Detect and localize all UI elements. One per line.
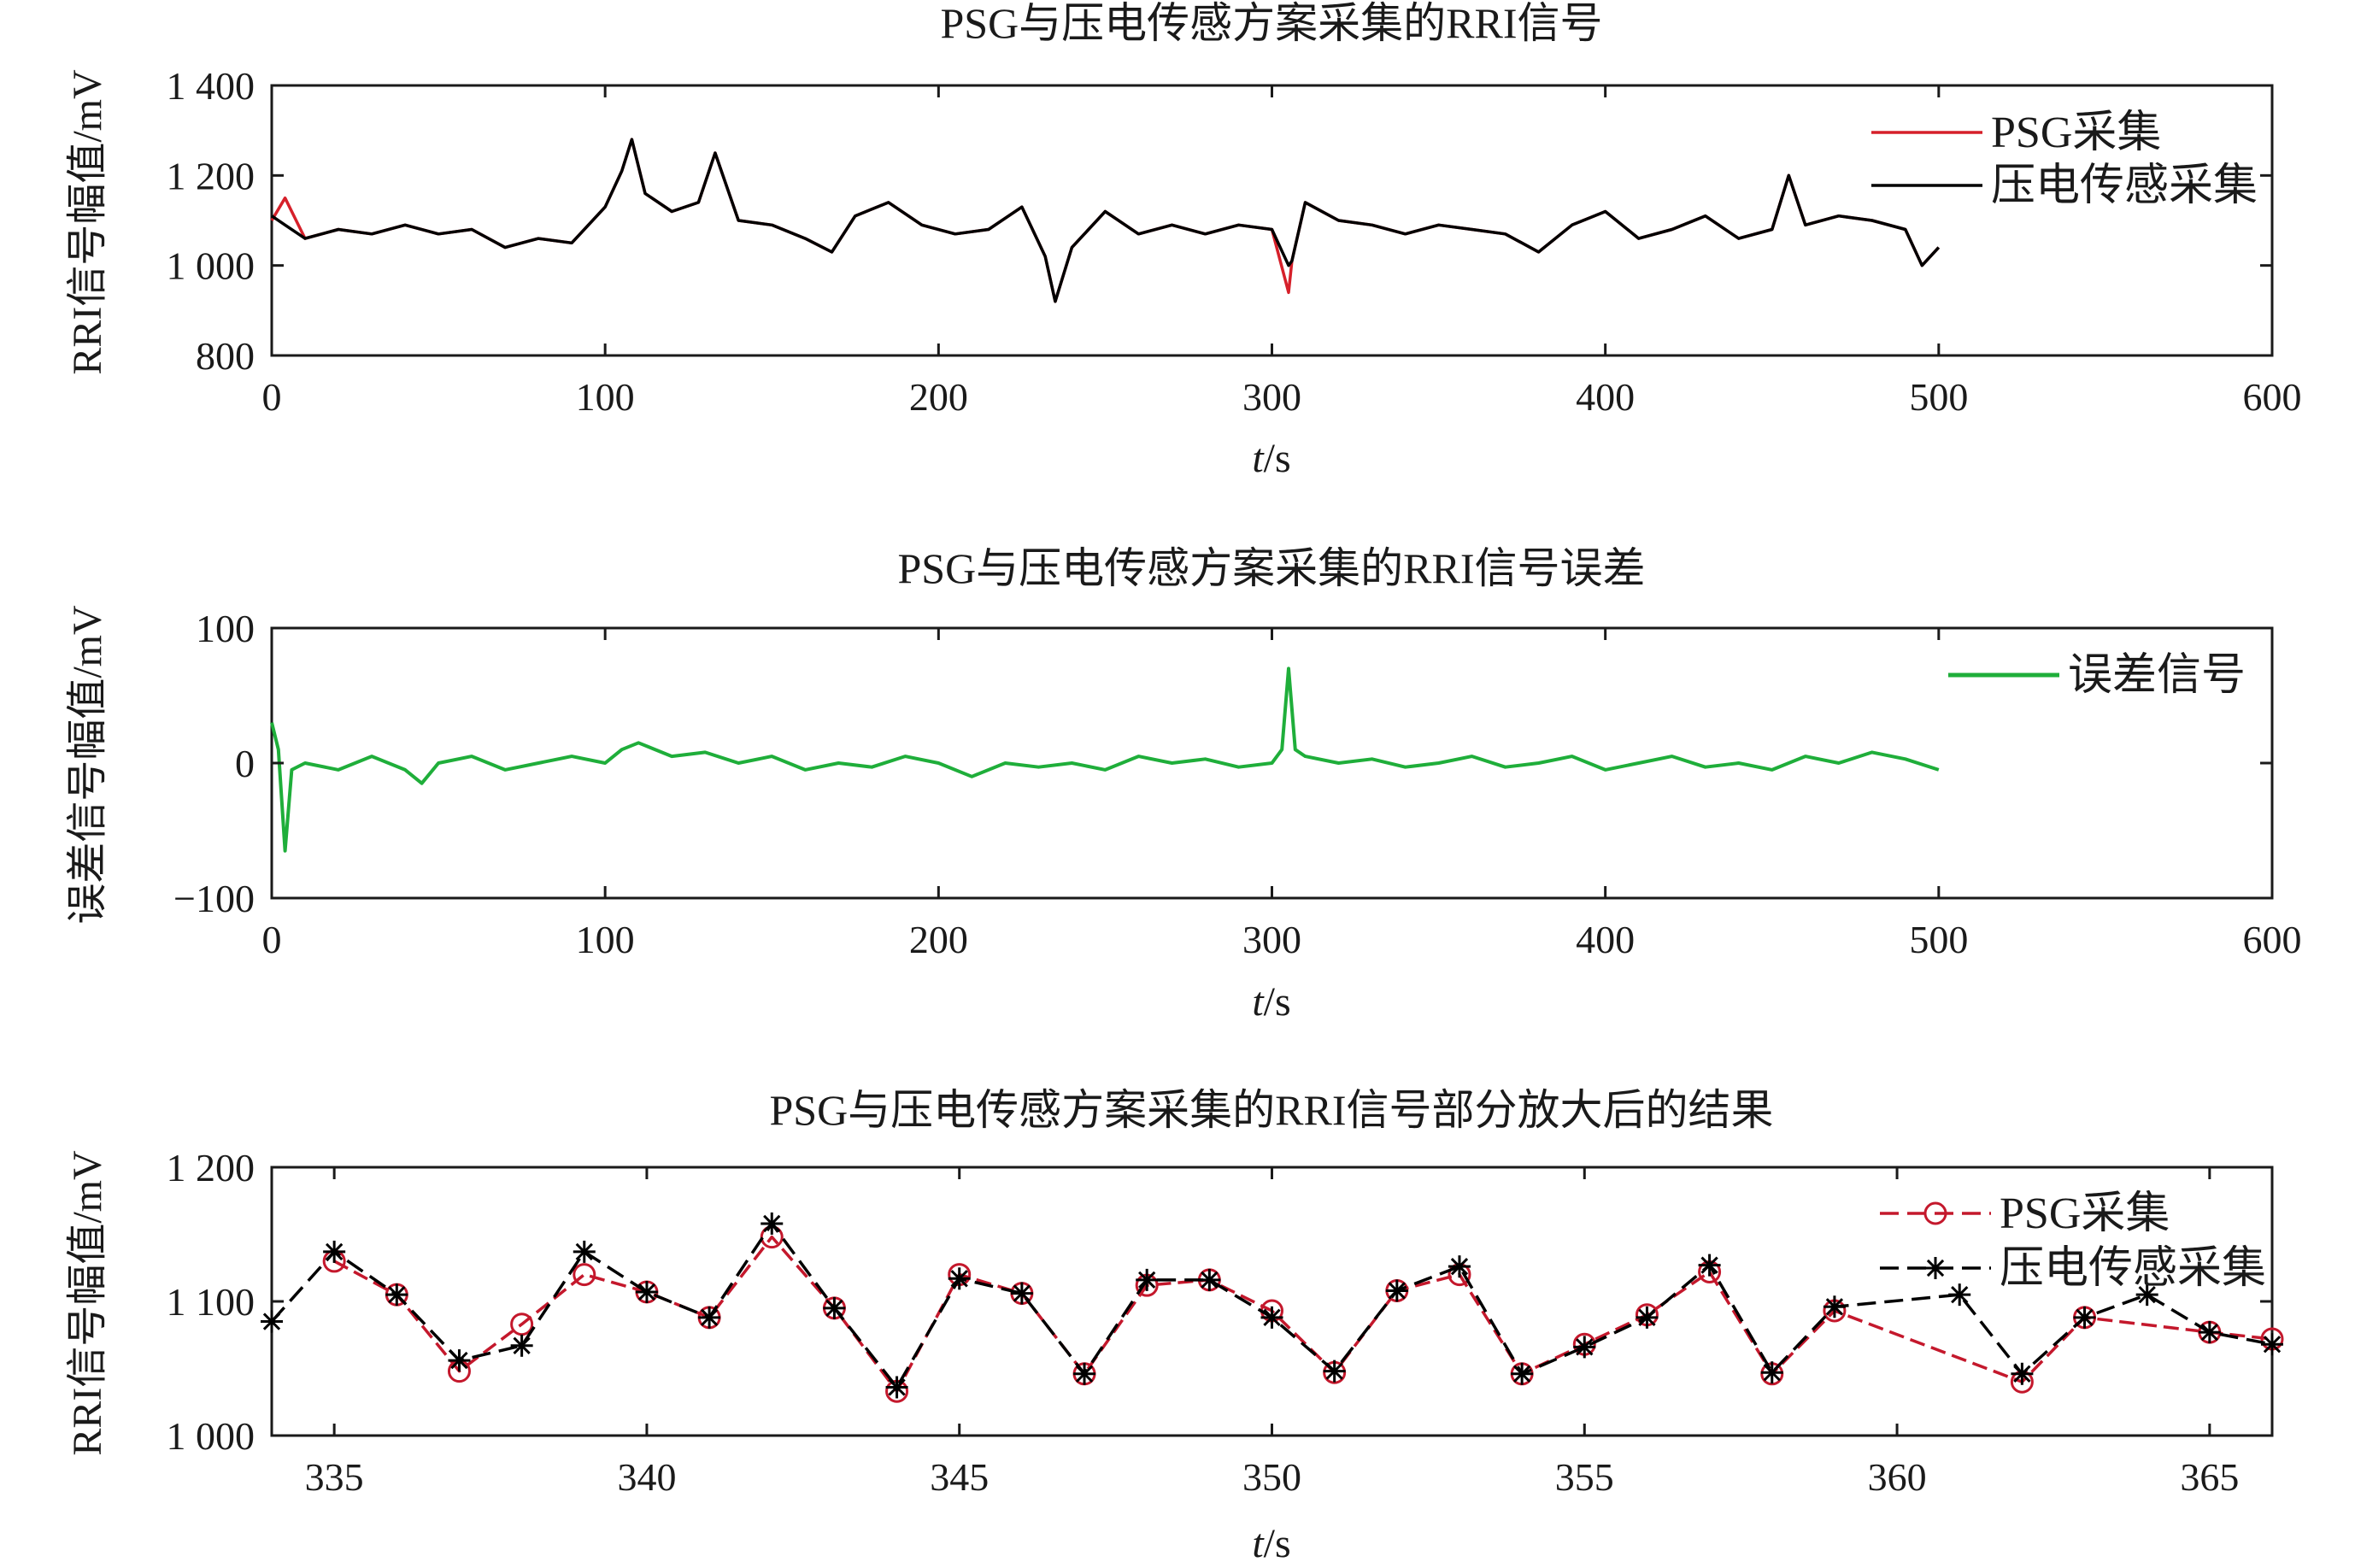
legend-label: PSG采集: [2000, 1189, 2170, 1238]
data-point: [2135, 1283, 2158, 1307]
x-tick-label: 600: [2243, 375, 2302, 419]
y-axis-label: RRI信号幅值/mV: [65, 1150, 110, 1456]
x-tick-label: 300: [1242, 375, 1301, 419]
data-point: [448, 1349, 471, 1372]
x-tick-label: 345: [930, 1455, 989, 1499]
data-point: [1698, 1254, 1721, 1277]
x-tick-label: 200: [909, 375, 968, 419]
panel-rri-signal: PSG与压电传感方案采集的RRI信号 RRI信号幅值/mV t/s 0 100 20…: [65, 0, 2302, 481]
data-point: [1260, 1306, 1283, 1329]
legend-entry: 误差信号: [1948, 651, 2246, 700]
x-axis-label: t/s: [1252, 436, 1290, 481]
data-point: [948, 1267, 971, 1290]
legend-entry: 压电传感采集: [1880, 1244, 2266, 1293]
y-tick-label: 1 400: [167, 64, 255, 108]
data-point: [885, 1376, 908, 1399]
x-tick-label: 300: [1242, 918, 1301, 961]
x-tick-label: 400: [1576, 918, 1635, 961]
data-point: [385, 1283, 408, 1307]
x-tick-label: 400: [1576, 375, 1635, 419]
data-point: [1573, 1336, 1596, 1359]
x-tick-label: 100: [576, 375, 635, 419]
data-point: [635, 1281, 658, 1304]
series-line-a: [333, 1235, 2273, 1393]
data-point: [698, 1306, 721, 1329]
y-tick-label: 1 200: [167, 154, 255, 197]
panel-error-signal: PSG与压电传感方案采集的RRI信号误差 误差信号幅值/mV t/s 0 100 2…: [65, 544, 2302, 1025]
data-point: [2011, 1362, 2034, 1385]
x-tick-label: 600: [2243, 918, 2302, 961]
chart-title: PSG与压电传感方案采集的RRI信号误差: [897, 544, 1645, 592]
data-point: [1760, 1361, 1783, 1384]
legend-entry: PSG采集: [1871, 109, 2161, 157]
series-line-b: [270, 1222, 2273, 1389]
legend-entry: PSG采集: [1880, 1189, 2170, 1238]
x-tick-label: 500: [1909, 918, 1968, 961]
chart-title: PSG与压电传感方案采集的RRI信号: [940, 0, 1602, 47]
x-axis-label: t/s: [1252, 1521, 1290, 1566]
data-point: [1073, 1362, 1096, 1385]
panel-zoomed-rri: PSG与压电传感方案采集的RRI信号部分放大后的结果 RRI信号幅值/mV t/…: [65, 1086, 2284, 1566]
data-point: [1448, 1255, 1471, 1278]
data-point: [573, 1240, 596, 1263]
data-point: [1636, 1306, 1659, 1329]
series-line-a: [270, 667, 1940, 853]
chart-title: PSG与压电传感方案采集的RRI信号部分放大后的结果: [769, 1086, 1773, 1134]
y-tick-label: 1 000: [167, 244, 255, 288]
data-point: [1010, 1282, 1033, 1305]
data-point: [2198, 1321, 2221, 1344]
legend-marker: [1923, 1201, 1947, 1225]
x-tick-label: 335: [305, 1455, 364, 1499]
data-point: [1136, 1268, 1159, 1291]
y-tick-label: 1 000: [167, 1414, 255, 1458]
x-tick-label: 200: [909, 918, 968, 961]
legend-marker: [1924, 1257, 1947, 1279]
y-tick-label: 100: [196, 607, 255, 650]
data-point: [1385, 1279, 1408, 1302]
y-tick-label: −100: [173, 877, 255, 920]
x-tick-label: 500: [1909, 375, 1968, 419]
data-point: [510, 1334, 533, 1357]
x-tick-label: 0: [262, 375, 282, 419]
data-point: [1323, 1360, 1346, 1383]
series-line-b: [271, 138, 1941, 303]
y-tick-label: 1 200: [167, 1146, 255, 1189]
legend-label: PSG采集: [1991, 109, 2161, 157]
data-point: [823, 1296, 846, 1319]
data-point: [573, 1263, 596, 1287]
y-axis-label: 误差信号幅值/mV: [65, 605, 110, 925]
y-axis-label: RRI信号幅值/mV: [65, 69, 110, 375]
data-point: [761, 1212, 784, 1235]
plot-frame: [270, 84, 2274, 357]
x-tick-label: 340: [617, 1455, 676, 1499]
data-point: [1948, 1283, 1971, 1307]
x-tick-label: 360: [1868, 1455, 1927, 1499]
x-tick-label: 355: [1555, 1455, 1614, 1499]
data-point: [2073, 1306, 2096, 1329]
legend-label: 压电传感采集: [1991, 161, 2258, 210]
legend-entry: 压电传感采集: [1871, 161, 2258, 210]
x-tick-label: 350: [1242, 1455, 1301, 1499]
x-tick-label: 0: [262, 918, 282, 961]
data-point: [323, 1240, 346, 1263]
x-tick-label: 100: [576, 918, 635, 961]
series-line-a: [270, 138, 1941, 303]
y-tick-label: 1 100: [167, 1280, 255, 1324]
y-tick-label: 0: [235, 742, 255, 785]
data-point: [1823, 1295, 1846, 1318]
data-point: [261, 1310, 283, 1333]
data-point: [510, 1313, 534, 1336]
x-tick-label: 365: [2180, 1455, 2239, 1499]
y-tick-label: 800: [196, 334, 255, 378]
data-point: [1511, 1362, 1534, 1385]
data-point: [1198, 1268, 1221, 1291]
x-axis-label: t/s: [1252, 979, 1290, 1025]
legend-label: 压电传感采集: [2000, 1244, 2266, 1293]
legend-label: 误差信号: [2068, 651, 2246, 700]
data-point: [2261, 1333, 2283, 1356]
legend: 误差信号: [1948, 651, 2246, 700]
